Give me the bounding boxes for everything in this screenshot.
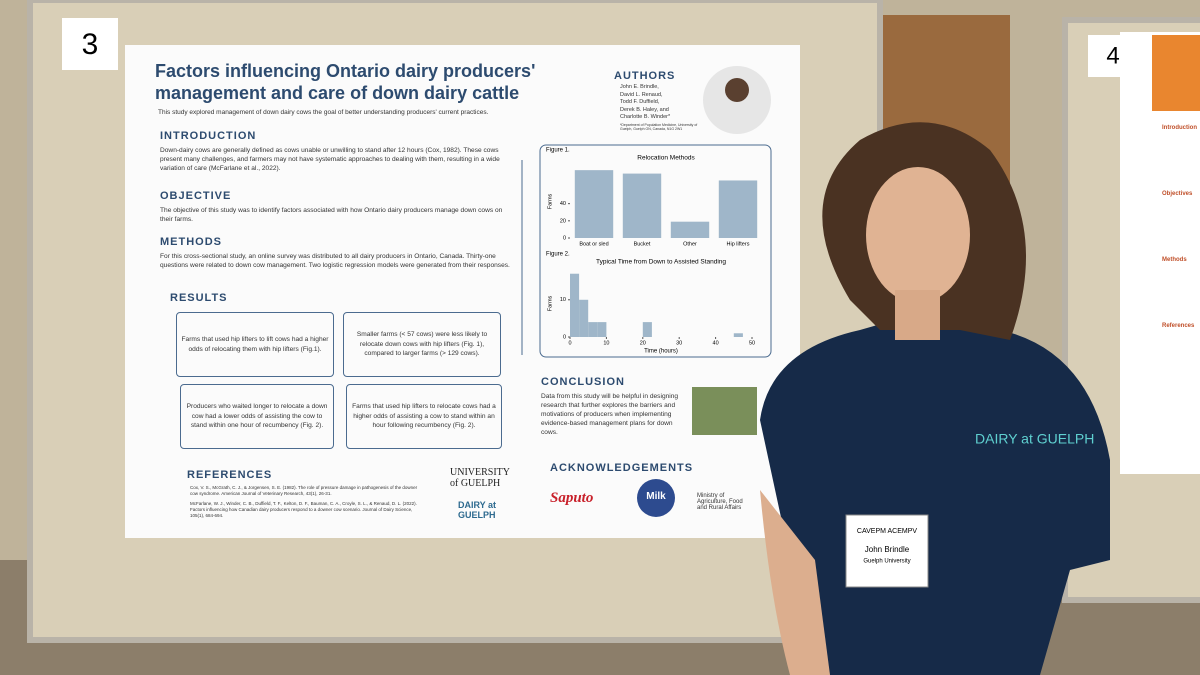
author: Derek B. Haley, and [620,106,669,113]
section-heading: OBJECTIVE [160,190,232,202]
logo-dairy: DAIRY at GUELPH [458,500,497,520]
bar [588,322,598,337]
board-number: 4 [1106,42,1119,69]
x-tick-label: Bucket [634,241,651,247]
author: Todd F. Duffield, [620,99,660,105]
x-tick-label: 40 [713,340,719,346]
cow-photo [692,387,757,435]
face [866,167,970,303]
milk-logo [637,479,675,517]
author: John E. Brindle, [620,84,659,90]
references-heading: REFERENCES [187,469,273,481]
neighbor-header [1152,35,1200,111]
bar [718,180,758,238]
authors: John E. Brindle, David L. Renaud, Todd F. … [620,84,710,122]
figures: Figure 1. Relocation Methods Farms Boat or … [546,148,758,355]
x-tick-label: 50 [749,340,755,346]
bar [733,333,743,337]
y-axis-label: Farms [547,193,553,209]
chart-title: Relocation Methods [637,155,695,162]
x-axis-label: Time (hours) [644,349,678,355]
result-box: Farms that used hip lifters to lift cows… [176,312,334,377]
number-card [62,18,118,70]
x-tick-label: 10 [603,340,609,346]
section-text: The objective of this study was to ident… [160,207,503,223]
authors-heading: AUTHORS [614,70,676,82]
section-text: For this cross-sectional study, an onlin… [160,253,510,269]
y-tick-label: 0 [563,334,566,340]
conclusion: Data from this study will be helpful in … [541,393,679,436]
x-tick-label: 20 [640,340,646,346]
bar [642,322,652,337]
poster-title: Factors influencing Ontario dairy produc… [155,61,536,103]
board-number: 3 [82,28,99,61]
results-heading: RESULTS [170,292,228,304]
reference: Cox, V. S., McGrath, C. J., & Jorgensen,… [190,485,418,496]
bar [579,299,589,337]
badge [845,514,929,588]
author: Charlotte B. Winder* [620,114,671,120]
references: Cox, V. S., McGrath, C. J., & Jorgensen,… [190,485,425,523]
neighbor-heading: References [1162,323,1195,329]
result-box: Smaller farms (< 57 cows) were less like… [343,312,501,377]
result-box: Farms that used hip lifters to relocate … [346,384,502,449]
conclusion-heading: CONCLUSION [541,376,625,388]
badge-org: Guelph University [863,559,910,565]
section-heading: INTRODUCTION [160,130,257,142]
badge-name: John Brindle [865,545,910,554]
bar [597,322,607,337]
neighbor-heading: Methods [1162,257,1187,263]
y-tick-label: 10 [560,297,566,303]
x-tick-label: 0 [568,340,571,346]
reference: McFarlane, W. J., Winder, C. B., Duffiel… [190,501,417,518]
logo-saputo: Saputo [550,490,594,506]
neighbor-text: Introduction Objectives Methods References [1162,125,1200,389]
neck [895,290,940,340]
figure-label: Figure 1. [546,148,570,154]
shirt-logo: DAIRY at GUELPH [975,431,1094,447]
x-tick-label: Boat or sled [579,241,608,247]
bar [622,173,662,238]
x-tick-label: 30 [676,340,682,346]
bar [574,170,614,238]
poster [125,45,800,538]
logo-ministry: Ministry of Agriculture, Food and Rural … [697,493,743,511]
y-tick-label: 40 [560,201,566,207]
badge-header: CAVEPM ACEMPV [857,528,917,535]
figure-box [539,144,772,358]
neighbor-heading: Introduction [1162,125,1197,131]
figure-label: Figure 2. [546,252,570,258]
y-tick-label: 20 [560,218,566,224]
x-tick-label: Hip lifters [727,241,750,247]
section-text: Down-dairy cows are generally defined as… [160,147,500,172]
y-tick-label: 0 [563,235,566,241]
logo-guelph: UNIVERSITY of GUELPH [450,467,510,489]
logo-milk: Milk [646,491,666,502]
bar [570,273,580,337]
section-heading: METHODS [160,236,222,248]
author: David L. Renaud, [620,91,663,98]
affiliation: *Department of Population Medicine, Univ… [620,123,698,131]
arm [760,490,830,675]
ack-heading: ACKNOWLEDGEMENTS [550,462,694,474]
x-tick-label: Other [683,241,697,247]
y-axis-label: Farms [547,295,553,311]
result-box: Producers who waited longer to relocate … [180,384,334,449]
author-photo-head [725,78,749,102]
neighbor-heading: Objectives [1162,191,1193,197]
chart-title: Typical Time from Down to Assisted Stand… [596,259,726,266]
bar [670,221,710,238]
poster-subtitle: This study explored management of down d… [158,109,489,116]
